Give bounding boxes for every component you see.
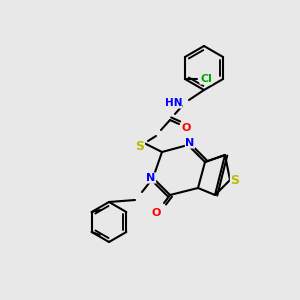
Text: O: O — [181, 123, 191, 133]
Text: HN: HN — [164, 98, 182, 108]
Text: O: O — [151, 208, 161, 218]
Text: N: N — [185, 138, 195, 148]
Text: Cl: Cl — [200, 74, 212, 84]
Text: S: S — [136, 140, 145, 154]
Text: N: N — [146, 173, 156, 183]
Text: S: S — [230, 173, 239, 187]
